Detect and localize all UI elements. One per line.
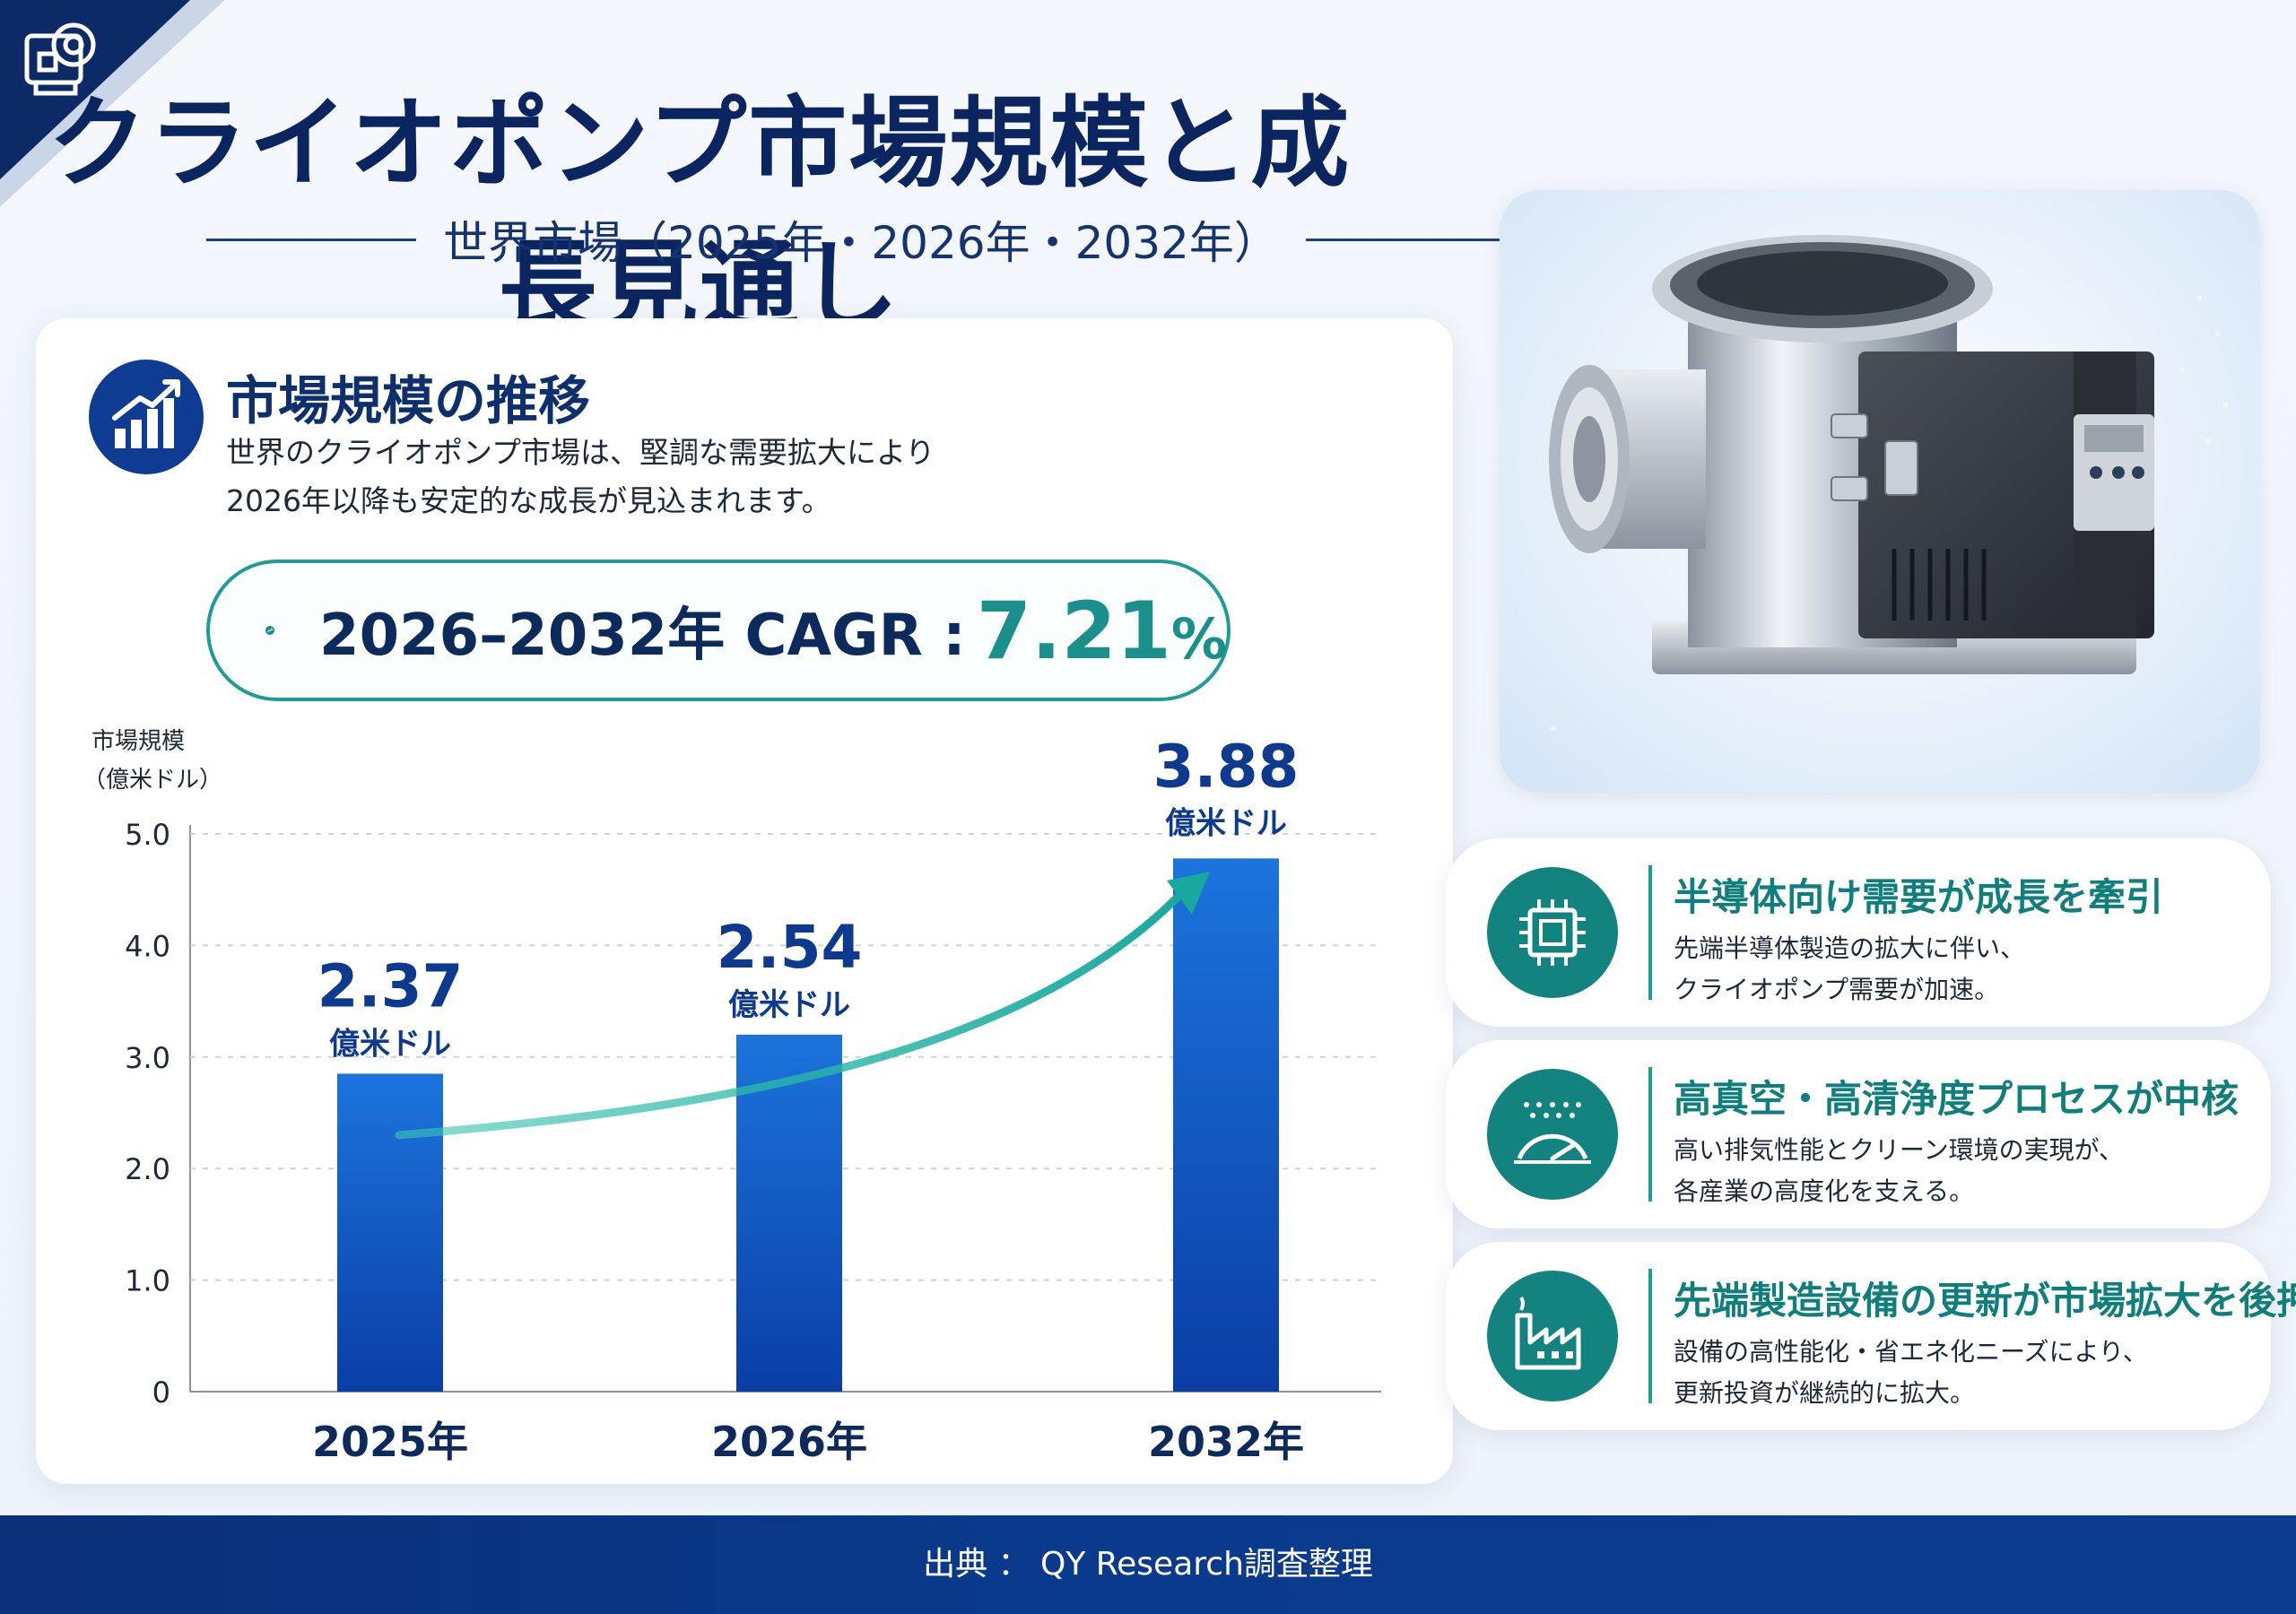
x-tick-label: 2026年	[711, 1418, 867, 1466]
feature-accent-bar	[1648, 1269, 1652, 1403]
y-tick-label: 5.0	[125, 818, 170, 852]
section-desc-line1: 世界のクライオポンプ市場は、堅調な需要拡大により	[226, 435, 935, 470]
cagr-badge: 2026–2032年 CAGR : 7.21%	[206, 560, 1231, 701]
feature-title: 半導体向け需要が成長を牽引	[1674, 875, 2164, 919]
trend-arrow-head	[1167, 871, 1210, 915]
y-axis-label-line1: 市場規模	[91, 728, 185, 755]
bar-unit-label: 億米ドル	[728, 987, 850, 1023]
subtitle-row: 世界市場（2025年・2026年・2032年）	[206, 208, 1516, 271]
feature-accent-bar	[1648, 865, 1652, 1000]
page-title: クライオポンプ市場規模と成長見通し	[48, 86, 1352, 344]
bar-value-label: 3.88	[1153, 732, 1300, 801]
bar	[1173, 858, 1279, 1392]
pump-logo-icon	[24, 22, 96, 96]
cagr-label: 2026–2032年 CAGR :	[319, 603, 966, 669]
corner-logo-badge	[0, 0, 224, 206]
feature-desc-line1: 高い排気性能とクリーン環境の実現が、	[1674, 1135, 2125, 1165]
feature-desc-line1: 先端半導体製造の拡大に伴い、	[1674, 933, 2026, 963]
bar	[736, 1034, 842, 1392]
trend-arrow	[395, 880, 1195, 1140]
feature-desc-line2: クライオポンプ需要が加速。	[1674, 975, 2000, 1004]
feature-card-high-vacuum: 高真空・高清浄度プロセスが中核 高い排気性能とクリーン環境の実現が、 各産業の高…	[1446, 1040, 2271, 1228]
feature-title: 高真空・高清浄度プロセスが中核	[1674, 1077, 2239, 1121]
feature-description: 先端半導体製造の拡大に伴い、 クライオポンプ需要が加速。	[1674, 928, 2025, 1011]
cagr-number: 7.21	[976, 584, 1171, 677]
footer-bar: 出典 ： QY Research調査整理	[0, 1515, 2296, 1614]
trend-up-icon	[265, 625, 275, 636]
bar-chart-icon	[89, 360, 204, 474]
y-tick-label: 3.0	[125, 1041, 170, 1075]
factory-icon	[1487, 1271, 1618, 1401]
y-axis-label-line2: （億米ドル）	[83, 767, 222, 794]
feature-description: 設備の高性能化・省エネ化ニーズにより、 更新投資が継続的に拡大。	[1674, 1332, 2148, 1414]
bar-unit-label: 億米ドル	[1165, 805, 1287, 841]
cryopump-illustration	[1549, 235, 2229, 731]
y-tick-label: 1.0	[125, 1264, 170, 1298]
cagr-value: 7.21%	[977, 585, 1227, 677]
feature-title: 先端製造設備の更新が市場拡大を後押し	[1674, 1279, 2296, 1323]
feature-desc-line2: 更新投資が継続的に拡大。	[1674, 1378, 1976, 1408]
market-size-bar-chart: 市場規模 （億米ドル） 0 1.0 2.0 3.0 4.0 5.0 2.37 億米ドル 202…	[83, 728, 1381, 1466]
feature-description: 高い排気性能とクリーン環境の実現が、 各産業の高度化を支える。	[1674, 1130, 2124, 1212]
bar-value-label: 2.54	[717, 913, 863, 982]
y-tick-label: 2.0	[125, 1152, 170, 1186]
feature-desc-line1: 設備の高性能化・省エネ化ニーズにより、	[1674, 1337, 2148, 1367]
vacuum-gauge-icon	[1487, 1069, 1618, 1200]
cagr-unit: %	[1170, 605, 1227, 672]
bar	[337, 1073, 443, 1392]
feature-accent-bar	[1648, 1067, 1652, 1202]
subtitle-rule-left	[206, 238, 417, 241]
x-tick-label: 2025年	[312, 1418, 468, 1466]
feature-card-equipment-renewal: 先端製造設備の更新が市場拡大を後押し 設備の高性能化・省エネ化ニーズにより、 更…	[1446, 1242, 2296, 1430]
feature-desc-line2: 各産業の高度化を支える。	[1674, 1176, 1975, 1206]
subtitle-rule-right	[1305, 238, 1516, 241]
chip-icon	[1487, 867, 1618, 998]
page-subtitle: 世界市場（2025年・2026年・2032年）	[443, 217, 1279, 269]
product-photo	[1500, 190, 2260, 793]
section-desc-line2: 2026年以降も安定的な成長が見込まれます。	[226, 483, 831, 518]
section-description: 世界のクライオポンプ市場は、堅調な需要拡大により 2026年以降も安定的な成長が…	[226, 429, 935, 525]
bar-value-label: 2.37	[317, 951, 464, 1020]
section-title: 市場規模の推移	[226, 370, 591, 431]
bar-unit-label: 億米ドル	[329, 1026, 451, 1062]
feature-card-semiconductor: 半導体向け需要が成長を牽引 先端半導体製造の拡大に伴い、 クライオポンプ需要が加…	[1446, 838, 2271, 1027]
y-tick-label: 0	[152, 1375, 170, 1410]
source-note: 出典 ： QY Research調査整理	[923, 1546, 1373, 1583]
y-tick-label: 4.0	[125, 929, 170, 963]
x-tick-label: 2032年	[1148, 1418, 1304, 1466]
